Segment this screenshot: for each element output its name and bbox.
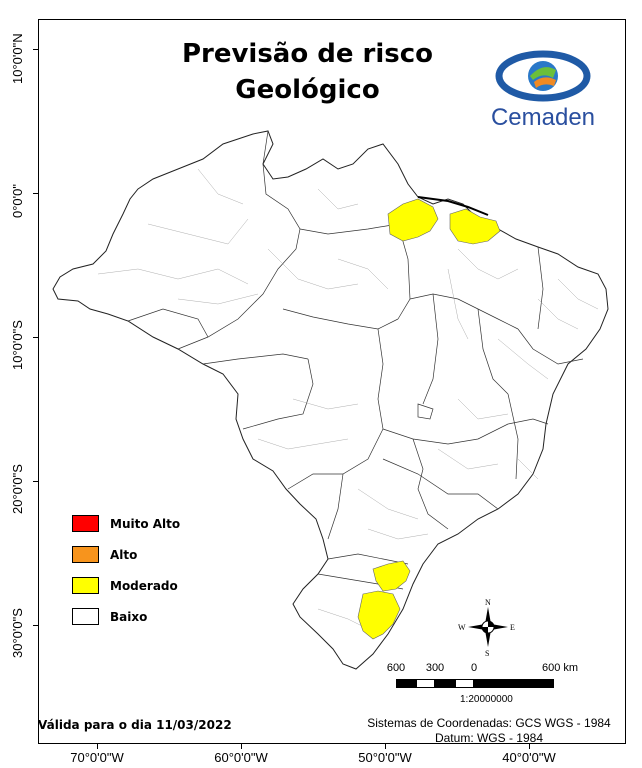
compass-e: E — [510, 623, 515, 632]
lon-label: 50°0'0"W — [358, 750, 412, 765]
scale-ratio: 1:20000000 — [460, 694, 513, 705]
lat-tick — [33, 481, 38, 482]
legend-label: Baixo — [110, 609, 148, 624]
lon-tick — [241, 744, 242, 749]
compass-w: W — [458, 623, 466, 632]
scale-segment — [455, 679, 474, 688]
scale-segment — [435, 679, 455, 688]
scale-segment — [474, 679, 554, 688]
lat-label: 10°0'0"N — [10, 33, 25, 84]
lon-label: 70°0'0"W — [70, 750, 124, 765]
area-rio-grande-do-sul — [357, 590, 401, 640]
lat-label: 30°0'0"S — [10, 608, 25, 658]
scale-label: 600 km — [541, 662, 579, 674]
scale-label: 600 — [386, 662, 406, 674]
scale-bar: 600 300 0 600 km 1:20000000 — [380, 662, 580, 712]
brazil-map — [52, 130, 609, 670]
lat-label: 20°0'0"S — [10, 464, 25, 514]
legend-item: Baixo — [72, 601, 180, 632]
cemaden-logo-icon — [495, 50, 591, 102]
valid-date-text: Válida para o dia 11/03/2022 — [38, 718, 232, 732]
area-amapa-para — [387, 198, 439, 242]
coordinate-system-text: Sistemas de Coordenadas: GCS WGS - 1984 … — [354, 716, 624, 746]
logo-text: Cemaden — [490, 104, 596, 131]
area-maranhao — [449, 208, 501, 245]
legend-item: Moderado — [72, 570, 180, 601]
lat-label: 0°0'0" — [10, 184, 25, 218]
scale-label: 300 — [425, 662, 445, 674]
scale-segment — [416, 679, 435, 688]
brazil-outline — [52, 130, 609, 670]
lon-label: 40°0'0"W — [502, 750, 556, 765]
title-line-1: Previsão de risco — [181, 39, 434, 69]
area-santa-catarina — [372, 560, 411, 592]
legend-swatch-alto — [72, 546, 99, 563]
datum-line: Datum: WGS - 1984 — [434, 731, 544, 745]
state-borders — [127, 130, 584, 590]
region-borders — [97, 168, 599, 630]
scale-label: 0 — [470, 662, 478, 674]
title-line-2: Geológico — [235, 75, 380, 105]
legend-label: Moderado — [110, 578, 178, 593]
legend-label: Alto — [110, 547, 138, 562]
legend: Muito Alto Alto Moderado Baixo — [72, 508, 180, 632]
lat-tick — [33, 49, 38, 50]
lon-tick — [529, 744, 530, 749]
scale-segment — [396, 679, 416, 688]
legend-swatch-muito-alto — [72, 515, 99, 532]
compass-n: N — [485, 598, 491, 607]
lat-tick — [33, 625, 38, 626]
legend-swatch-baixo — [72, 608, 99, 625]
compass-rose-icon: N S W E — [458, 598, 515, 658]
lon-label: 60°0'0"W — [214, 750, 268, 765]
compass-s: S — [485, 649, 489, 658]
legend-label: Muito Alto — [110, 516, 181, 531]
moderate-areas — [357, 198, 501, 640]
map-title: Previsão de risco Geológico — [150, 36, 465, 108]
lon-tick — [97, 744, 98, 749]
lat-tick — [33, 337, 38, 338]
lat-label: 10°0'0"S — [10, 320, 25, 370]
coast-accent — [417, 196, 489, 216]
legend-item: Muito Alto — [72, 508, 180, 539]
lon-tick — [385, 744, 386, 749]
legend-swatch-moderado — [72, 577, 99, 594]
lat-tick — [33, 193, 38, 194]
legend-item: Alto — [72, 539, 180, 570]
coordinate-system-line: Sistemas de Coordenadas: GCS WGS - 1984 — [367, 716, 611, 730]
